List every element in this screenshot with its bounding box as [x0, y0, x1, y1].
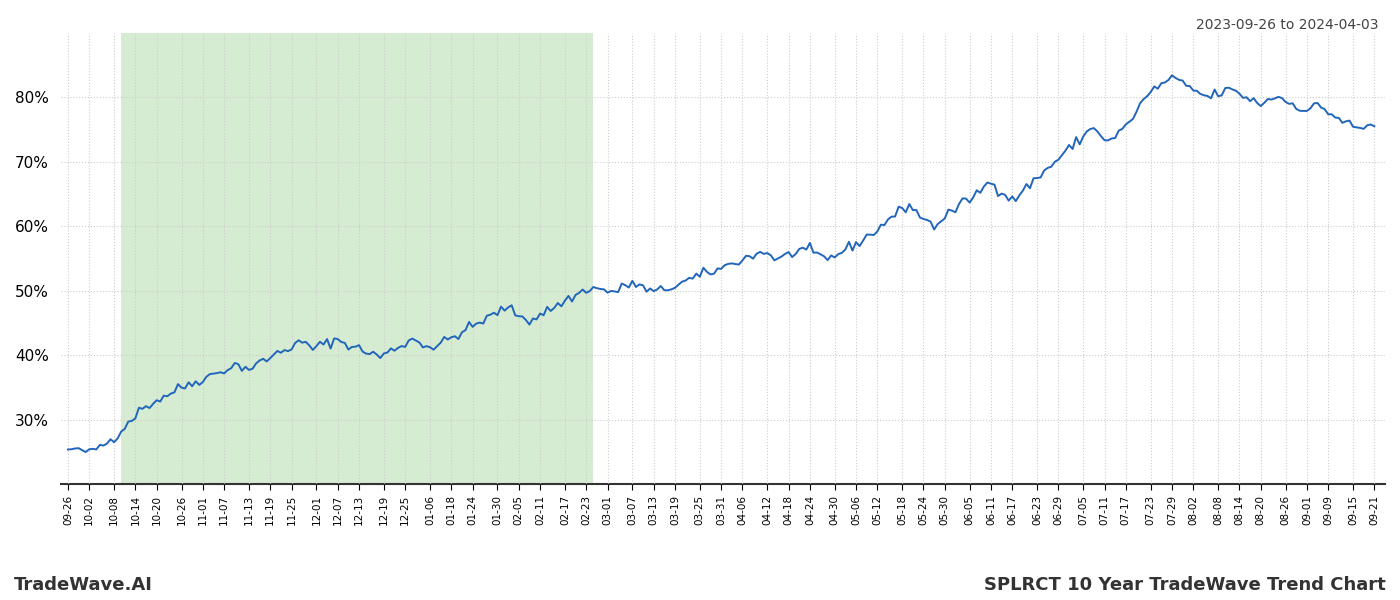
- Text: TradeWave.AI: TradeWave.AI: [14, 576, 153, 594]
- Text: 2023-09-26 to 2024-04-03: 2023-09-26 to 2024-04-03: [1197, 18, 1379, 32]
- Text: SPLRCT 10 Year TradeWave Trend Chart: SPLRCT 10 Year TradeWave Trend Chart: [984, 576, 1386, 594]
- Bar: [122, 33, 594, 484]
